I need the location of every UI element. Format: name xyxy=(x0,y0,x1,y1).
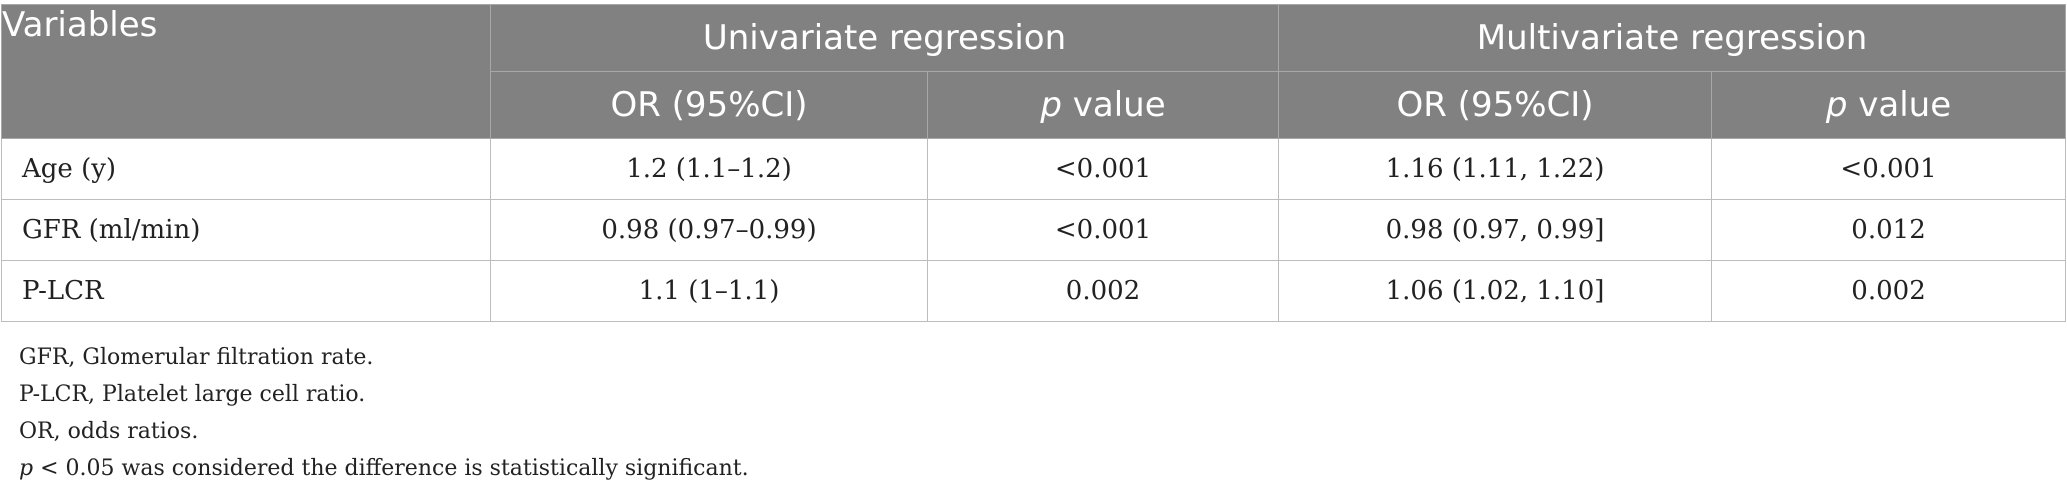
header-multivariate: Multivariate regression xyxy=(1278,4,2067,72)
header-uni-p-text: value xyxy=(1061,85,1166,125)
table-header: Variables Univariate regression Multivar… xyxy=(1,4,2067,139)
header-uni-p: p value xyxy=(926,71,1280,139)
header-row-groups: Variables Univariate regression Multivar… xyxy=(1,4,2067,139)
cell-multi-or: 1.16 (1.11, 1.22) xyxy=(1278,138,1713,200)
table-row: P-LCR 1.1 (1–1.1) 0.002 1.06 (1.02, 1.10… xyxy=(1,260,2067,322)
footnote-significance: p < 0.05 was considered the difference i… xyxy=(19,450,749,487)
cell-uni-p: 0.002 xyxy=(926,260,1280,322)
header-multi-p-text: value xyxy=(1847,85,1952,125)
header-multi-p: p value xyxy=(1711,71,2067,139)
cell-multi-or: 0.98 (0.97, 0.99] xyxy=(1278,199,1713,261)
cell-variable: P-LCR xyxy=(1,260,491,322)
cell-uni-or: 1.2 (1.1–1.2) xyxy=(490,138,928,200)
regression-table: Variables Univariate regression Multivar… xyxy=(1,4,2067,322)
footnote-p-italic: p xyxy=(19,456,34,481)
footnote-gfr: GFR, Glomerular filtration rate. xyxy=(19,345,374,370)
cell-multi-or: 1.06 (1.02, 1.10] xyxy=(1278,260,1713,322)
header-uni-or: OR (95%CI) xyxy=(490,71,928,139)
table-row: Age (y) 1.2 (1.1–1.2) <0.001 1.16 (1.11,… xyxy=(1,138,2067,200)
cell-uni-or: 1.1 (1–1.1) xyxy=(490,260,928,322)
cell-uni-or: 0.98 (0.97–0.99) xyxy=(490,199,928,261)
header-row-sub: OR (95%CI) p value OR (95%CI) p value xyxy=(2,71,2067,139)
header-univariate: Univariate regression xyxy=(489,4,1280,72)
cell-variable: Age (y) xyxy=(1,138,491,200)
cell-multi-p: 0.002 xyxy=(1711,260,2067,322)
cell-multi-p: <0.001 xyxy=(1711,138,2067,200)
header-multi-p-italic: p xyxy=(1825,85,1848,125)
cell-variable: GFR (ml/min) xyxy=(1,199,491,261)
cell-multi-p: 0.012 xyxy=(1711,199,2067,261)
cell-uni-p: <0.001 xyxy=(926,199,1280,261)
footnote-significance-text: < 0.05 was considered the difference is … xyxy=(33,456,749,481)
footnote-or: OR, odds ratios. xyxy=(19,419,199,444)
table-body: Age (y) 1.2 (1.1–1.2) <0.001 1.16 (1.11,… xyxy=(1,138,2067,322)
table-row: GFR (ml/min) 0.98 (0.97–0.99) <0.001 0.9… xyxy=(1,199,2067,261)
header-variables: Variables xyxy=(1,4,491,139)
footnotes: GFR, Glomerular filtration rate. P-LCR, … xyxy=(19,339,749,487)
header-uni-p-italic: p xyxy=(1040,85,1062,125)
cell-uni-p: <0.001 xyxy=(926,138,1280,200)
footnote-plcr: P-LCR, Platelet large cell ratio. xyxy=(19,382,366,407)
header-multi-or: OR (95%CI) xyxy=(1278,71,1713,139)
